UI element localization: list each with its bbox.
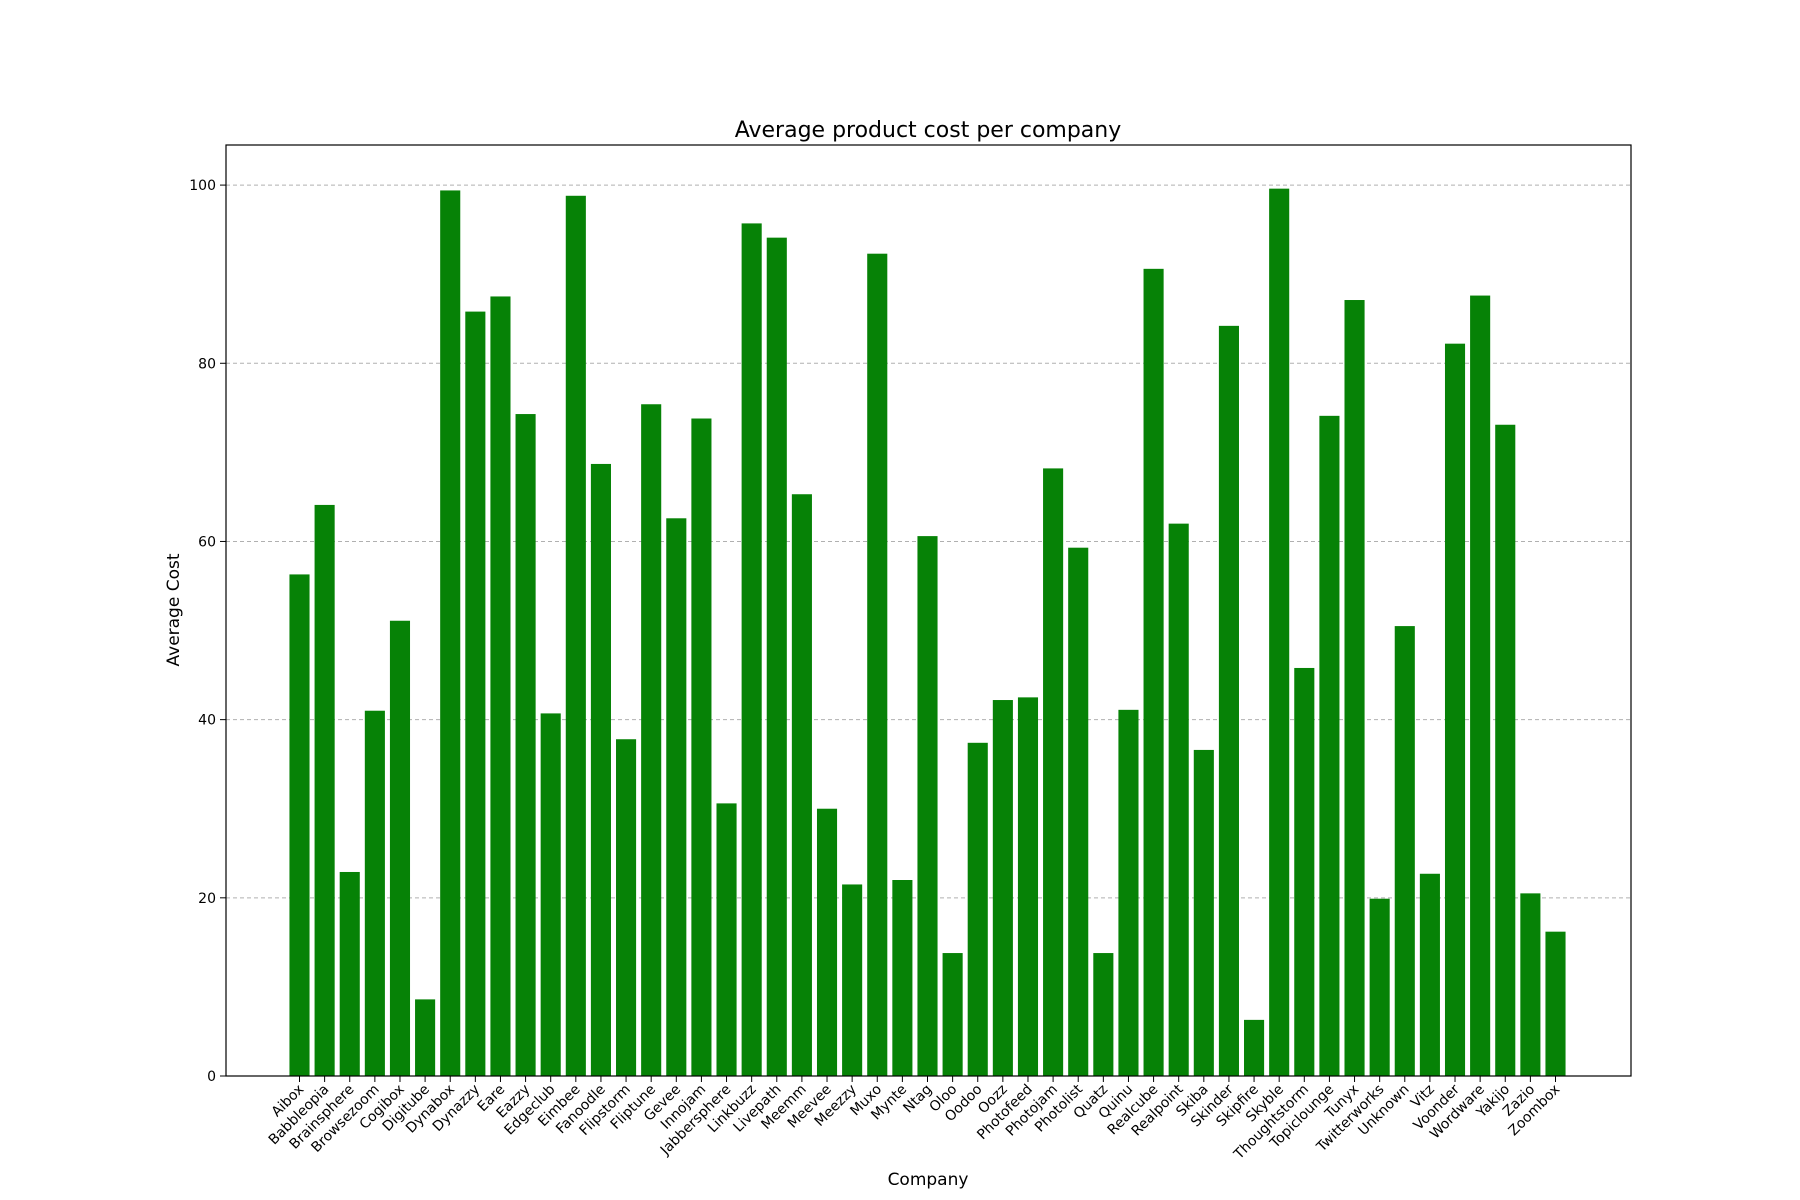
x-tick-label: Ntag bbox=[900, 1082, 935, 1117]
bar-meevee bbox=[816, 808, 838, 1076]
bar-dynazzy bbox=[465, 311, 486, 1077]
y-axis-label: Average Cost bbox=[164, 553, 184, 666]
y-axis-ticks: 0 20 40 60 80 100 bbox=[189, 178, 226, 1085]
bar-skipfire bbox=[1244, 1019, 1265, 1076]
bar-topiclounge bbox=[1319, 415, 1340, 1076]
bar-innojam bbox=[691, 418, 712, 1076]
y-tick-label: 40 bbox=[198, 713, 216, 729]
bar-oloo bbox=[942, 953, 963, 1076]
bar-realcube bbox=[1143, 268, 1164, 1076]
bar-linkbuzz bbox=[741, 223, 762, 1076]
bar-babbleopia bbox=[314, 504, 335, 1077]
bar-unknown bbox=[1394, 626, 1415, 1076]
bars bbox=[289, 188, 1566, 1077]
bar-muxo bbox=[867, 253, 888, 1076]
bar-cogibox bbox=[389, 620, 411, 1076]
bar-voonder bbox=[1444, 343, 1466, 1076]
bar-realpoint bbox=[1168, 523, 1189, 1076]
bar-brainsphere bbox=[339, 871, 360, 1076]
bar-browsezoom bbox=[364, 710, 385, 1076]
bar-edgeclub bbox=[540, 713, 561, 1076]
bar-jabbersphere bbox=[716, 803, 737, 1076]
bar-fliptune bbox=[641, 404, 662, 1077]
chart-title: Average product cost per company bbox=[735, 118, 1122, 143]
y-tick-label: 20 bbox=[198, 891, 216, 907]
bar-photolist bbox=[1068, 547, 1089, 1076]
bar-thoughtstorm bbox=[1294, 667, 1315, 1076]
bar-ntag bbox=[917, 536, 938, 1076]
bar-oodoo bbox=[967, 742, 988, 1076]
bar-skinder bbox=[1218, 325, 1239, 1076]
bar-quatz bbox=[1093, 953, 1114, 1076]
bar-photojam bbox=[1043, 468, 1064, 1076]
bar-eare bbox=[490, 296, 511, 1076]
bar-flipstorm bbox=[616, 739, 637, 1076]
bar-oozz bbox=[992, 700, 1013, 1076]
bar-eimbee bbox=[565, 195, 586, 1077]
bar-tunyx bbox=[1344, 300, 1365, 1076]
x-axis-label: Company bbox=[888, 1170, 969, 1190]
bar-vitz bbox=[1419, 873, 1440, 1076]
bar-dynabox bbox=[440, 190, 461, 1076]
x-axis-ticks: AiboxBabbleopiaBrainsphereBrowsezoomCogi… bbox=[266, 1076, 1563, 1163]
y-tick-label: 100 bbox=[189, 178, 216, 194]
bar-skiba bbox=[1193, 749, 1214, 1076]
bar-wordware bbox=[1470, 295, 1491, 1077]
bar-eazzy bbox=[515, 414, 536, 1076]
bar-fanoodle bbox=[590, 463, 611, 1077]
bar-zoombox bbox=[1545, 931, 1566, 1076]
bar-mynte bbox=[892, 880, 913, 1076]
bar-livepath bbox=[766, 237, 787, 1076]
bar-gevee bbox=[666, 518, 687, 1076]
y-tick-label: 60 bbox=[198, 534, 216, 550]
bar-aibox bbox=[289, 574, 310, 1076]
bar-photofeed bbox=[1017, 697, 1039, 1076]
bar-digitube bbox=[415, 999, 436, 1076]
bar-twitterworks bbox=[1369, 898, 1390, 1076]
y-tick-label: 80 bbox=[198, 356, 216, 372]
bar-skyble bbox=[1269, 188, 1290, 1076]
bar-zazio bbox=[1520, 893, 1541, 1076]
bar-yakijo bbox=[1495, 424, 1516, 1076]
bar-quinu bbox=[1118, 709, 1139, 1076]
bar-meezzy bbox=[842, 884, 863, 1076]
plot-frame bbox=[225, 144, 1632, 1077]
y-tick-label: 0 bbox=[207, 1069, 216, 1085]
bar-meemm bbox=[791, 494, 812, 1077]
